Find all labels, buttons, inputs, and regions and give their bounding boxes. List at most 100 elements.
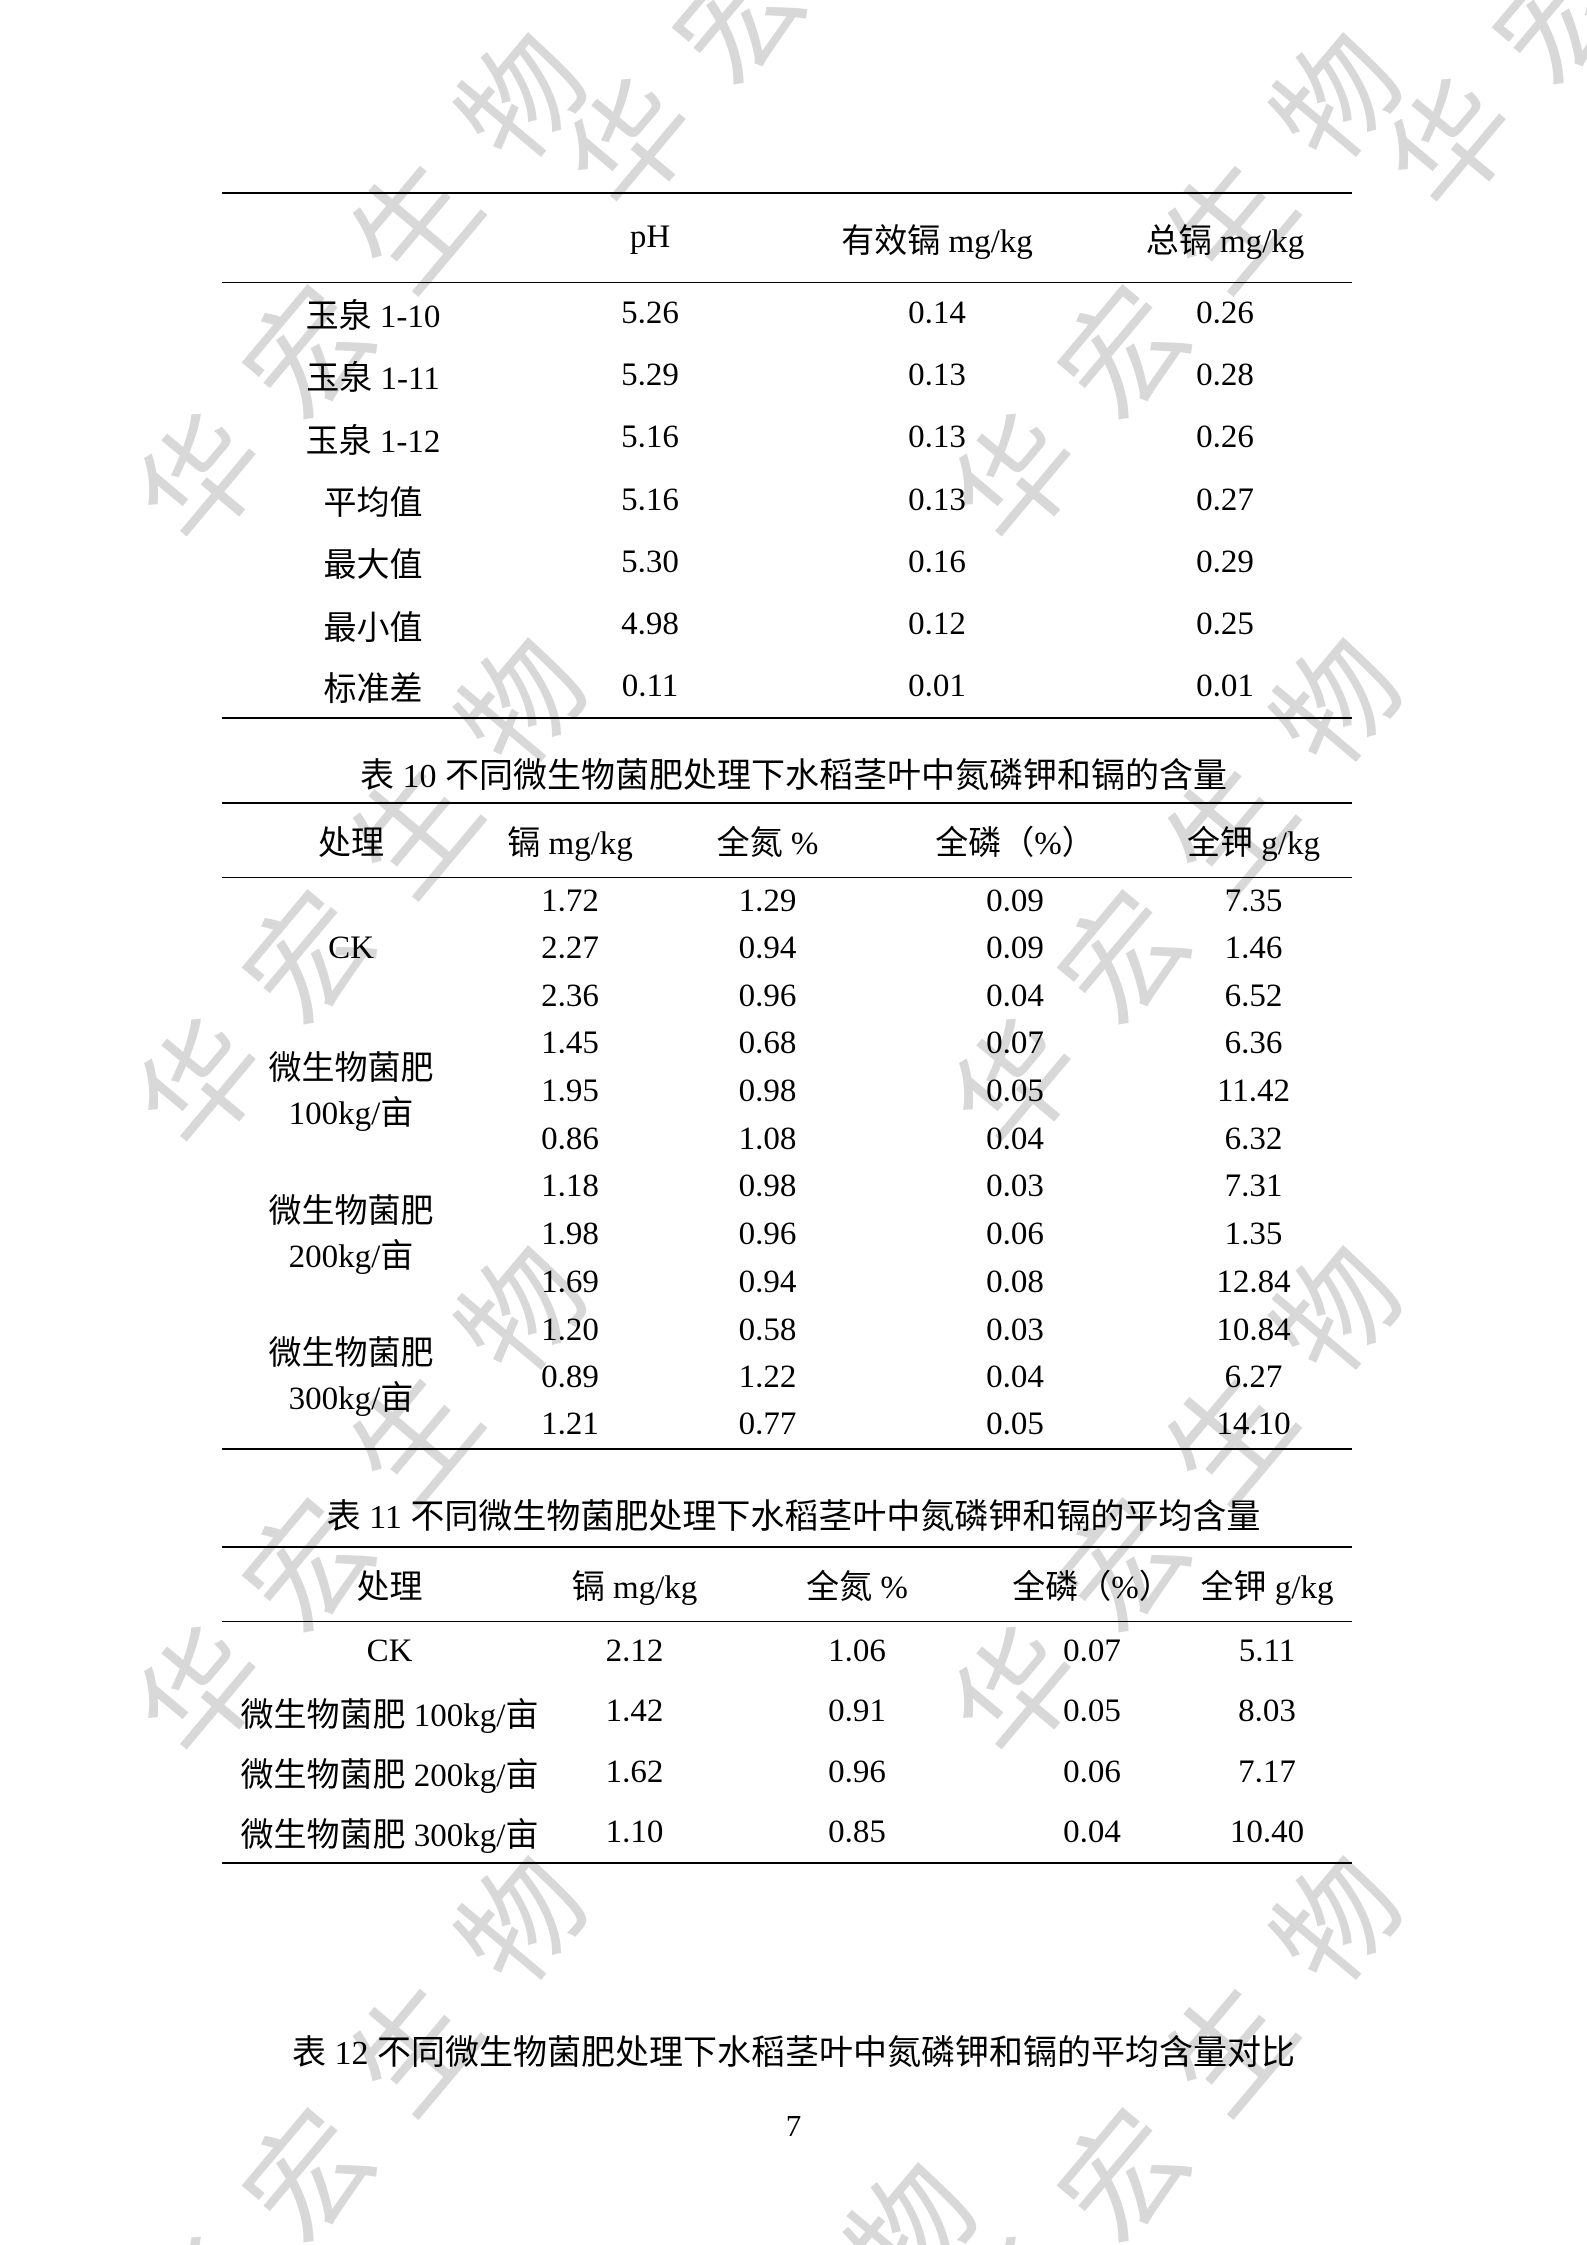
- table-row: 最大值 5.30 0.16 0.29: [222, 531, 1352, 593]
- table-row: 1.98 0.96 0.06 1.35: [222, 1211, 1352, 1259]
- table-row: 微生物菌肥 300kg/亩 1.20 0.58 0.03 10.84: [222, 1306, 1352, 1418]
- row-label: 平均值: [323, 486, 423, 523]
- table-row: 0.89 1.22 0.04 6.27: [222, 1354, 1352, 1402]
- column-header-total-p: 全磷（%）: [935, 826, 1095, 863]
- table-cell: 0.68: [738, 1025, 797, 1062]
- table-row: 平均值 5.16 0.13 0.27: [222, 469, 1352, 531]
- table-cell: 0.98: [738, 1073, 797, 1110]
- table-row: 2.27 0.94 0.09 1.46: [222, 925, 1352, 973]
- table10-caption: 表 10 不同微生物菌肥处理下水稻茎叶中氮磷钾和镉的含量: [360, 758, 1227, 795]
- table-cell: 6.27: [1224, 1359, 1283, 1396]
- table-cell: 0.01: [1196, 667, 1254, 704]
- table-cell: 0.27: [1196, 481, 1254, 518]
- table-cell: 5.16: [621, 419, 679, 456]
- table-row: 微生物菌肥 100kg/亩 1.42 0.91 0.05 8.03: [222, 1682, 1352, 1743]
- table10: 处理 镉 mg/kg 全氮 % 全磷（%） 全钾 g/kg CK 1.72 1.…: [222, 802, 1352, 1451]
- table11: 处理 镉 mg/kg 全氮 % 全磷（%） 全钾 g/kg CK 2.12 1.…: [222, 1546, 1352, 1864]
- table-cell: 6.52: [1224, 977, 1283, 1014]
- column-header-total-n: 全氮 %: [716, 826, 819, 863]
- group-label-ck: CK: [222, 877, 480, 1020]
- table-cell: 1.22: [738, 1359, 797, 1396]
- table-cell: 0.07: [1063, 1633, 1121, 1669]
- table-cell: 0.98: [738, 1168, 797, 1205]
- table-cell: 14.10: [1216, 1406, 1291, 1443]
- table-cell: 2.27: [541, 930, 599, 967]
- table-cell: 0.01: [908, 667, 966, 704]
- table12-caption: 表 12 不同微生物菌肥处理下水稻茎叶中氮磷钾和镉的平均含量对比: [292, 2035, 1295, 2072]
- row-label: 微生物菌肥 100kg/亩: [240, 1697, 539, 1734]
- table-cell: 5.16: [621, 481, 679, 518]
- table-cell: 0.05: [1063, 1693, 1121, 1730]
- column-header-total-n: 全氮 %: [806, 1570, 908, 1607]
- column-header-empty: [222, 193, 524, 282]
- row-label: CK: [366, 1633, 413, 1669]
- table-cell: 1.98: [541, 1216, 599, 1253]
- column-header-available-cd: 有效镉 mg/kg: [841, 223, 1033, 260]
- table-cell: 0.09: [986, 882, 1044, 919]
- table-cell: 1.46: [1224, 930, 1283, 967]
- column-header-total-k: 全钾 g/kg: [1187, 826, 1320, 863]
- table-cell: 0.28: [1196, 356, 1254, 393]
- table-cell: 1.62: [605, 1753, 664, 1790]
- table-cell: 1.35: [1224, 1216, 1283, 1253]
- table-cell: 1.21: [541, 1406, 599, 1443]
- table11-caption: 表 11 不同微生物菌肥处理下水稻茎叶中氮磷钾和镉的平均含量: [326, 1499, 1261, 1536]
- group-label-200kg: 微生物菌肥 200kg/亩: [222, 1163, 480, 1306]
- column-header-total-p: 全磷（%）: [1012, 1570, 1172, 1607]
- table-cell: 0.89: [541, 1359, 599, 1396]
- table-cell: 7.17: [1238, 1753, 1296, 1790]
- table-cell: 0.08: [986, 1263, 1044, 1300]
- table-cell: 10.40: [1229, 1813, 1305, 1850]
- table-cell: 0.07: [986, 1025, 1044, 1062]
- table-cell: 6.32: [1224, 1120, 1283, 1157]
- table-cell: 0.05: [986, 1406, 1044, 1443]
- table-cell: 0.86: [541, 1120, 599, 1157]
- table-row: 1.21 0.77 0.05 14.10: [222, 1402, 1352, 1450]
- table-cell: 0.77: [738, 1406, 797, 1443]
- table-cell: 0.12: [908, 606, 966, 643]
- table-row: 标准差 0.11 0.01 0.01: [222, 656, 1352, 718]
- table-cell: 0.04: [986, 1359, 1044, 1396]
- table-row: 玉泉 1-10 5.26 0.14 0.26: [222, 282, 1352, 344]
- table-row: 玉泉 1-12 5.16 0.13 0.26: [222, 407, 1352, 469]
- table-cell: 0.16: [908, 543, 966, 580]
- group-label-line: 300kg/亩: [288, 1381, 414, 1418]
- group-label-line: CK: [328, 930, 374, 967]
- table-header-row: pH 有效镉 mg/kg 总镉 mg/kg: [222, 193, 1352, 282]
- table-cell: 0.91: [828, 1693, 886, 1730]
- table-cell: 7.35: [1224, 882, 1283, 919]
- row-label: 玉泉 1-12: [305, 423, 441, 460]
- group-label-300kg: 微生物菌肥 300kg/亩: [222, 1306, 480, 1449]
- table-cell: 8.03: [1238, 1693, 1296, 1730]
- table-cell: 0.94: [738, 1263, 797, 1300]
- table-row: CK 1.72 1.29 0.09 7.35: [222, 877, 1352, 967]
- table-cell: 1.45: [541, 1025, 599, 1062]
- group-label-line: 微生物菌肥: [268, 1050, 434, 1087]
- table-cell: 12.84: [1216, 1263, 1291, 1300]
- table-cell: 1.72: [541, 882, 599, 919]
- group-label-line: 微生物菌肥: [268, 1193, 434, 1230]
- table-row: 2.36 0.96 0.04 6.52: [222, 972, 1352, 1020]
- row-label: 微生物菌肥 300kg/亩: [240, 1818, 539, 1855]
- table-cell: 0.96: [738, 1216, 797, 1253]
- table-cell: 0.26: [1196, 294, 1254, 331]
- soil-ph-cd-table: pH 有效镉 mg/kg 总镉 mg/kg 玉泉 1-10 5.26 0.14 …: [222, 192, 1352, 720]
- table-cell: 0.96: [738, 977, 797, 1014]
- table-cell: 0.14: [908, 294, 966, 331]
- table-cell: 5.29: [621, 356, 679, 393]
- table-row: 微生物菌肥 200kg/亩 1.18 0.98 0.03 7.31: [222, 1163, 1352, 1274]
- table-cell: 0.29: [1196, 543, 1254, 580]
- table-cell: 11.42: [1216, 1073, 1291, 1110]
- table-cell: 0.04: [1063, 1813, 1121, 1850]
- table-cell: 5.30: [621, 543, 679, 580]
- column-header-ph: pH: [629, 219, 671, 256]
- table-row: 1.69 0.94 0.08 12.84: [222, 1259, 1352, 1307]
- table-cell: 0.58: [738, 1311, 797, 1348]
- table-row: CK 2.12 1.06 0.07 5.11: [222, 1621, 1352, 1682]
- table-header-row: 处理 镉 mg/kg 全氮 % 全磷（%） 全钾 g/kg: [222, 1547, 1352, 1621]
- table-cell: 0.03: [986, 1311, 1044, 1348]
- table-row: 微生物菌肥 200kg/亩 1.62 0.96 0.06 7.17: [222, 1742, 1352, 1803]
- table-cell: 10.84: [1216, 1311, 1291, 1348]
